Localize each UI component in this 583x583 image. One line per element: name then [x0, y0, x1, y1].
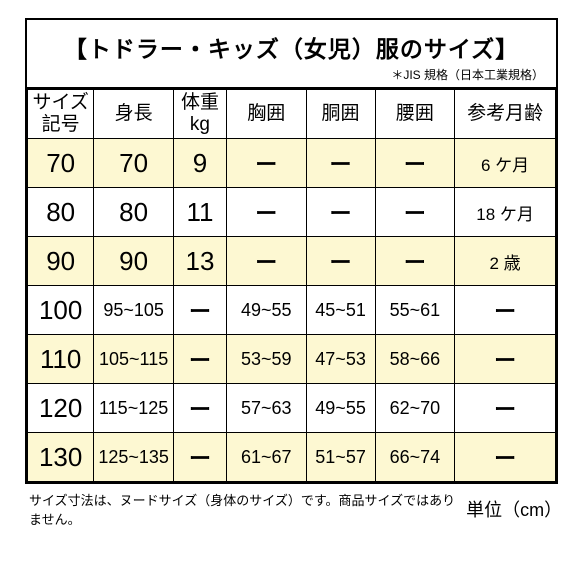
- cell-height: 105~115: [94, 335, 174, 384]
- cell-size: 100: [28, 286, 94, 335]
- footer: サイズ寸法は、ヌードサイズ（身体のサイズ）です。商品サイズではありません。 単位…: [25, 490, 558, 528]
- cell-weight: 13: [173, 237, 226, 286]
- cell-waist: 47~53: [306, 335, 375, 384]
- cell-waist: ー: [306, 139, 375, 188]
- header-row: サイズ 記号 身長 体重 kg 胸囲 胴囲 腰囲 参考月齢: [28, 90, 556, 139]
- cell-chest: 49~55: [226, 286, 306, 335]
- cell-hip: 55~61: [375, 286, 455, 335]
- cell-waist: 49~55: [306, 384, 375, 433]
- cell-height: 95~105: [94, 286, 174, 335]
- cell-hip: 66~74: [375, 433, 455, 482]
- size-table: サイズ 記号 身長 体重 kg 胸囲 胴囲 腰囲 参考月齢 70709ーーー6 …: [27, 89, 556, 482]
- cell-weight: ー: [173, 335, 226, 384]
- cell-waist: 51~57: [306, 433, 375, 482]
- table-row: 70709ーーー6 ケ月: [28, 139, 556, 188]
- cell-size: 130: [28, 433, 94, 482]
- cell-weight: 9: [173, 139, 226, 188]
- header-waist: 胴囲: [306, 90, 375, 139]
- cell-weight: 11: [173, 188, 226, 237]
- cell-hip: ー: [375, 188, 455, 237]
- table-row: 130125~135ー61~6751~5766~74ー: [28, 433, 556, 482]
- cell-height: 80: [94, 188, 174, 237]
- cell-chest: ー: [226, 237, 306, 286]
- table-row: 110105~115ー53~5947~5358~66ー: [28, 335, 556, 384]
- cell-age: ー: [455, 286, 556, 335]
- header-chest: 胸囲: [226, 90, 306, 139]
- chart-subtitle: ＊JIS 規格（日本工業規格）: [35, 66, 548, 83]
- footer-note: サイズ寸法は、ヌードサイズ（身体のサイズ）です。商品サイズではありません。: [29, 490, 466, 528]
- footer-unit: 単位（cm）: [466, 496, 554, 522]
- cell-waist: 45~51: [306, 286, 375, 335]
- cell-chest: 61~67: [226, 433, 306, 482]
- title-section: 【トドラー・キッズ（女児）服のサイズ】 ＊JIS 規格（日本工業規格）: [27, 20, 556, 89]
- cell-size: 70: [28, 139, 94, 188]
- size-chart-container: 【トドラー・キッズ（女児）服のサイズ】 ＊JIS 規格（日本工業規格） サイズ …: [25, 18, 558, 484]
- cell-size: 80: [28, 188, 94, 237]
- cell-weight: ー: [173, 384, 226, 433]
- table-row: 909013ーーー2 歳: [28, 237, 556, 286]
- cell-height: 115~125: [94, 384, 174, 433]
- cell-hip: 58~66: [375, 335, 455, 384]
- cell-age: ー: [455, 384, 556, 433]
- cell-weight: ー: [173, 286, 226, 335]
- cell-age: ー: [455, 335, 556, 384]
- table-body: 70709ーーー6 ケ月808011ーーー18 ケ月909013ーーー2 歳10…: [28, 139, 556, 482]
- header-age: 参考月齢: [455, 90, 556, 139]
- cell-age: ー: [455, 433, 556, 482]
- cell-chest: ー: [226, 139, 306, 188]
- cell-size: 90: [28, 237, 94, 286]
- cell-chest: ー: [226, 188, 306, 237]
- cell-age: 2 歳: [455, 237, 556, 286]
- header-weight: 体重 kg: [173, 90, 226, 139]
- header-hip: 腰囲: [375, 90, 455, 139]
- cell-weight: ー: [173, 433, 226, 482]
- cell-height: 90: [94, 237, 174, 286]
- cell-chest: 57~63: [226, 384, 306, 433]
- cell-size: 120: [28, 384, 94, 433]
- header-height: 身長: [94, 90, 174, 139]
- table-row: 10095~105ー49~5545~5155~61ー: [28, 286, 556, 335]
- table-row: 120115~125ー57~6349~5562~70ー: [28, 384, 556, 433]
- chart-title: 【トドラー・キッズ（女児）服のサイズ】: [35, 30, 548, 64]
- cell-waist: ー: [306, 237, 375, 286]
- cell-height: 125~135: [94, 433, 174, 482]
- cell-chest: 53~59: [226, 335, 306, 384]
- cell-hip: ー: [375, 139, 455, 188]
- cell-hip: ー: [375, 237, 455, 286]
- cell-age: 6 ケ月: [455, 139, 556, 188]
- cell-size: 110: [28, 335, 94, 384]
- header-size: サイズ 記号: [28, 90, 94, 139]
- cell-waist: ー: [306, 188, 375, 237]
- table-row: 808011ーーー18 ケ月: [28, 188, 556, 237]
- cell-hip: 62~70: [375, 384, 455, 433]
- cell-age: 18 ケ月: [455, 188, 556, 237]
- cell-height: 70: [94, 139, 174, 188]
